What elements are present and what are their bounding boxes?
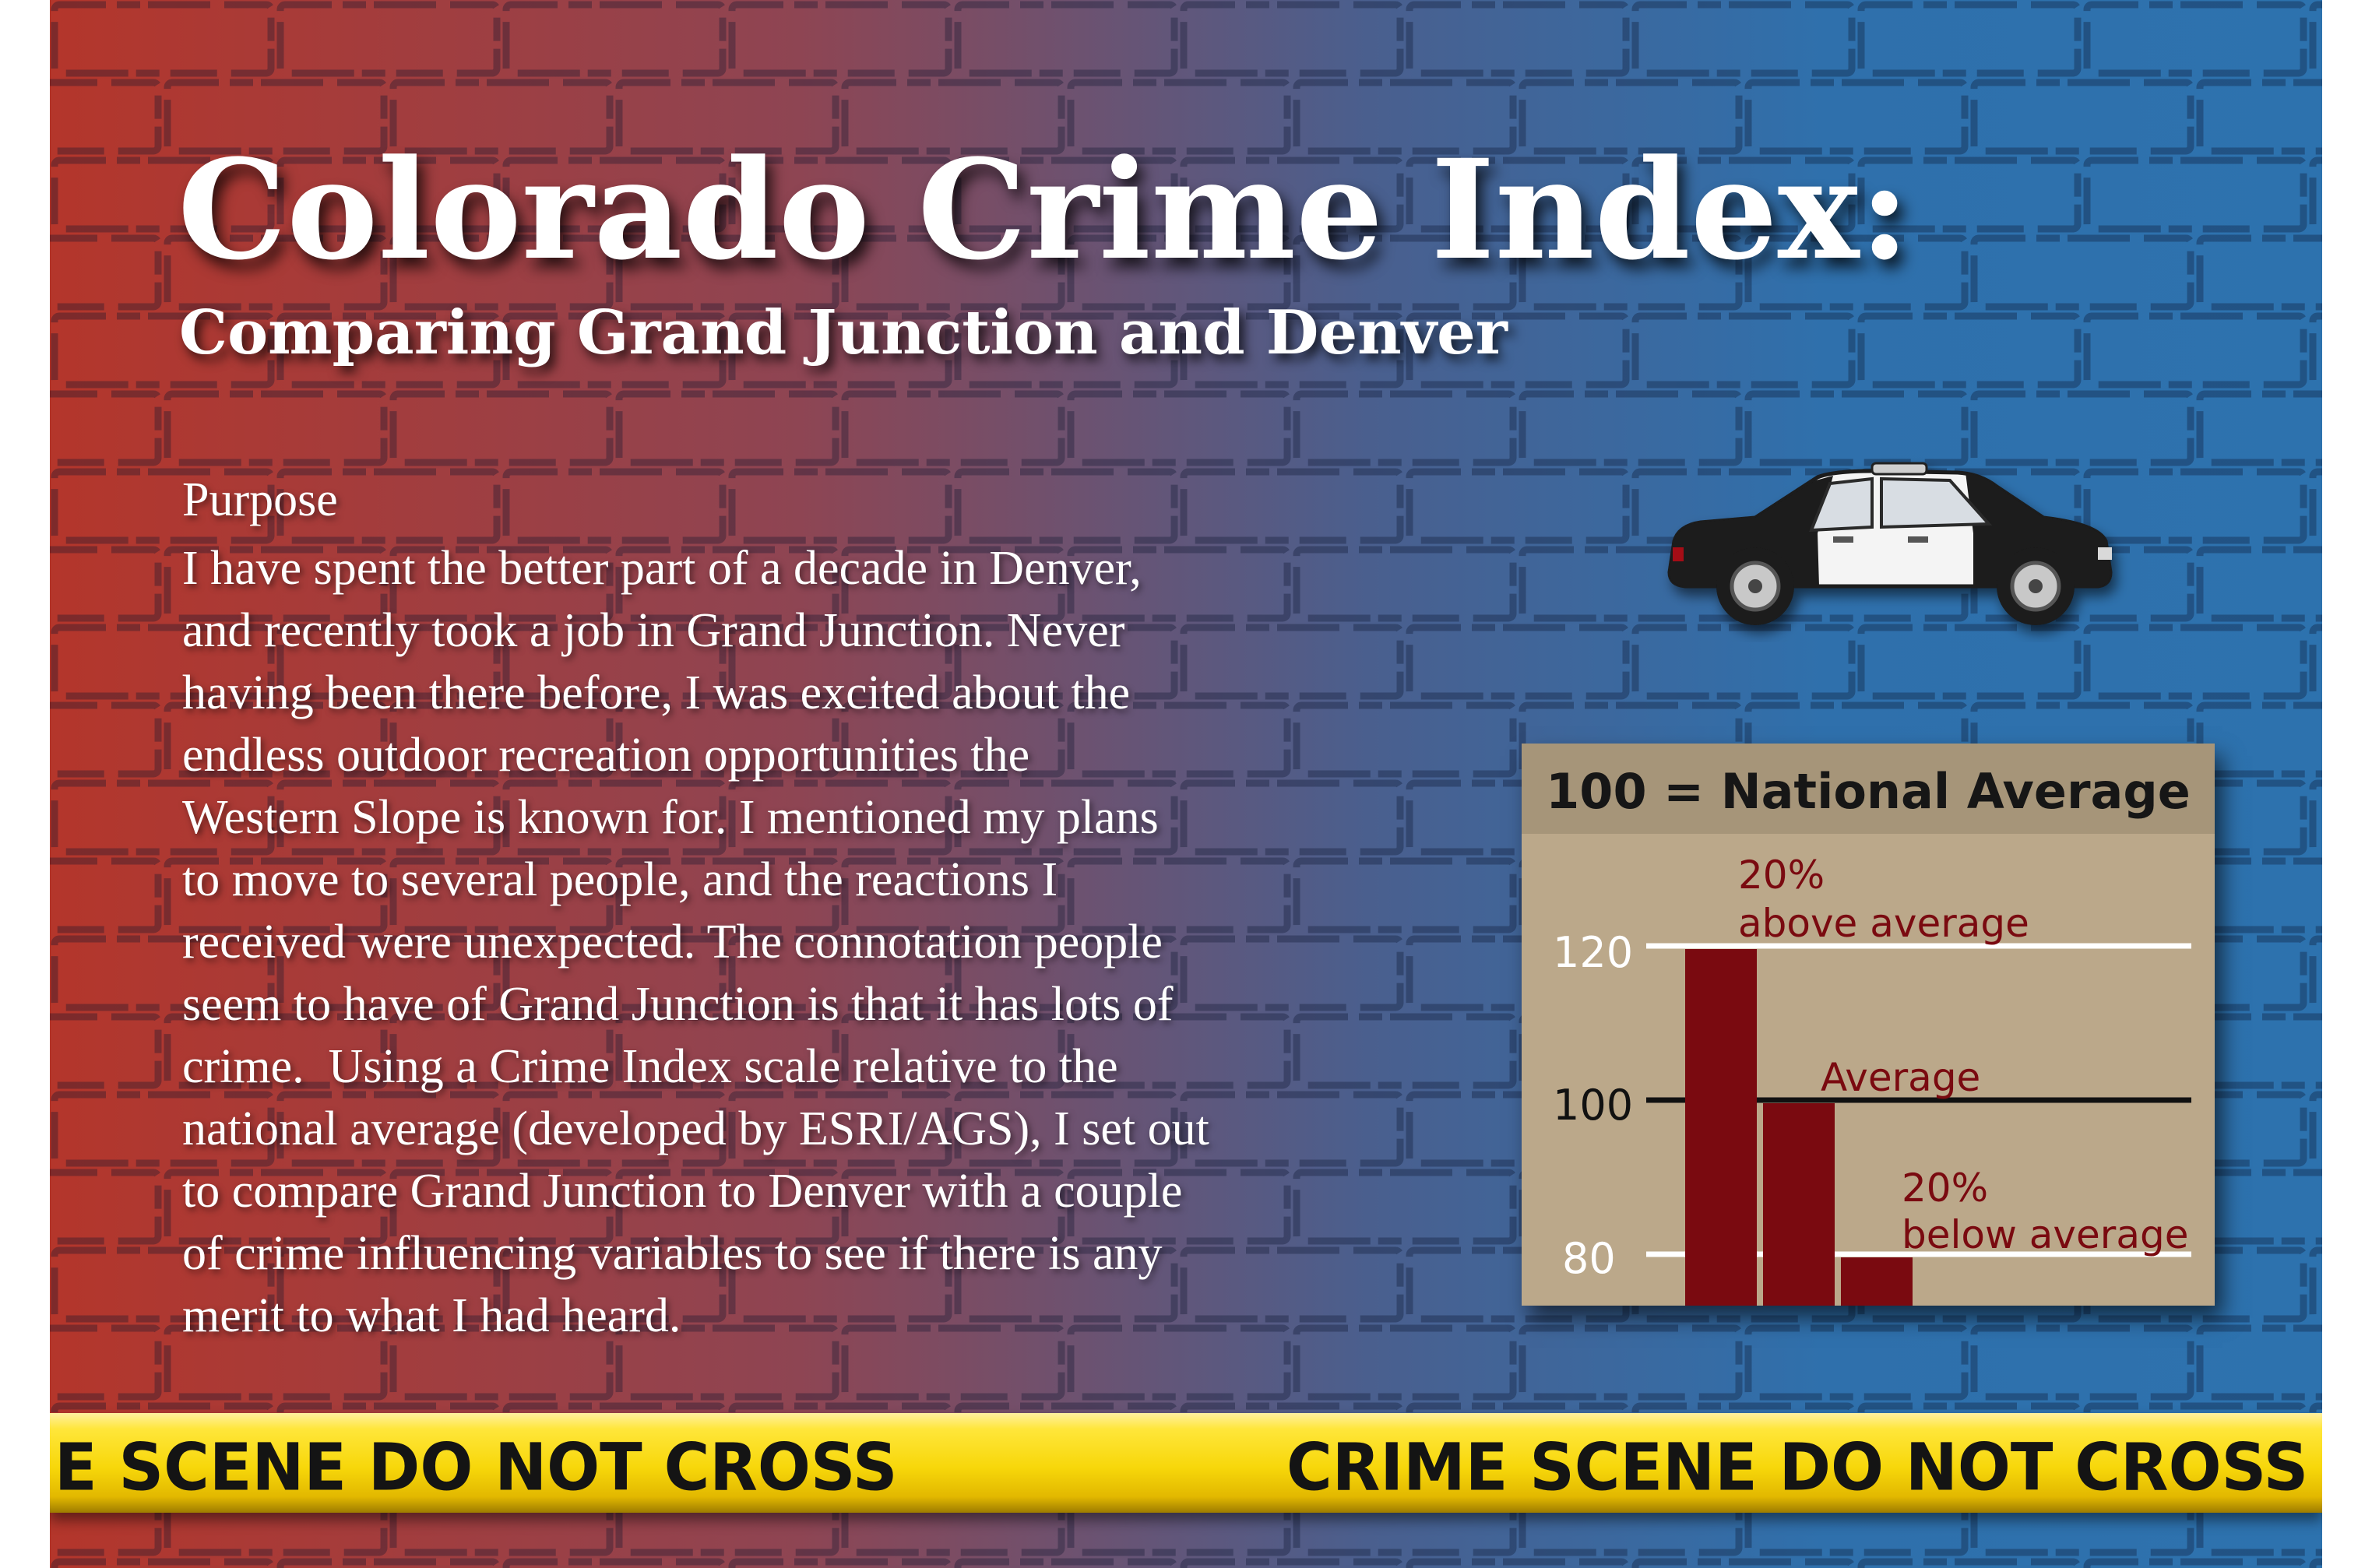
legend-bar-100 [1763,1103,1835,1306]
label-below-pct: 20% [1902,1165,1988,1211]
crime-scene-tape: E SCENE DO NOT CROSS CRIME SCENE DO NOT … [50,1413,2322,1513]
label-average: Average [1821,1055,1980,1100]
purpose-line: endless outdoor recreation opportunities… [182,729,1030,782]
legend-header [1522,744,2215,834]
tick-label-80: 80 [1562,1234,1616,1283]
purpose-line: merit to what I had heard. [182,1289,681,1342]
legend-bar-120 [1685,949,1757,1306]
tape-text-right: CRIME SCENE DO NOT CROSS [1286,1429,2309,1506]
purpose-paragraph: I have spent the better part of a decade… [182,537,1537,1347]
legend-title: 100 = National Average [1546,763,2191,820]
purpose-line: crime. Using a Crime Index scale relativ… [182,1040,1118,1093]
legend-bar-80 [1841,1257,1913,1306]
page-title: Colorado Crime Index: [178,129,1910,290]
purpose-line: to compare Grand Junction to Denver with… [182,1165,1183,1218]
label-below-text: below average [1902,1212,2188,1257]
purpose-line: of crime influencing variables to see if… [182,1227,1163,1280]
label-above-pct: 20% [1738,853,1825,898]
label-above-text: above average [1738,901,2029,946]
purpose-heading: Purpose [182,473,338,526]
legend-scale-chart: 120 100 80 20% above average Average 20%… [1553,853,2191,1306]
purpose-line: I have spent the better part of a decade… [182,542,1142,595]
tape-text-left: E SCENE DO NOT CROSS [55,1429,898,1506]
police-car-icon [1667,462,2113,625]
purpose-line: to move to several people, and the react… [182,853,1058,906]
tick-label-120: 120 [1553,928,1633,977]
purpose-line: received were unexpected. The connotatio… [182,916,1163,969]
purpose-line: national average (developed by ESRI/AGS)… [182,1102,1209,1155]
purpose-line: having been there before, I was excited … [182,666,1131,719]
purpose-line: Western Slope is known for. I mentioned … [182,791,1159,844]
crime-index-legend: 100 = National Average 120 100 80 20% ab… [1522,744,2215,1306]
purpose-line: and recently took a job in Grand Junctio… [182,604,1125,657]
tick-label-100: 100 [1553,1081,1633,1130]
poster-background: Colorado Crime Index: Comparing Grand Ju… [50,0,2322,1568]
purpose-line: seem to have of Grand Junction is that i… [182,978,1174,1031]
page-subtitle: Comparing Grand Junction and Denver [179,297,1508,368]
